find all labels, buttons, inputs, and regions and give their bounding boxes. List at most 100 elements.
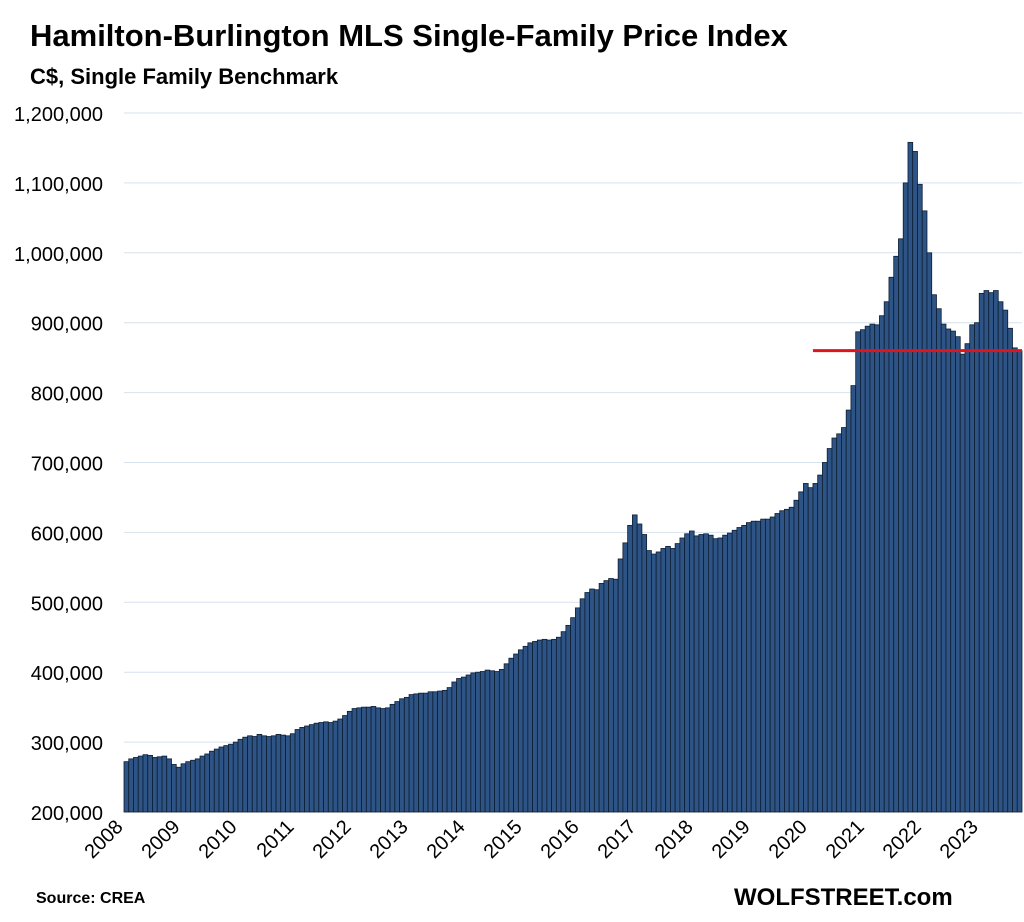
- bar: [746, 522, 752, 813]
- bar: [869, 323, 876, 813]
- bar: [285, 735, 291, 813]
- x-tick-label: 2011: [253, 816, 299, 862]
- x-tick-label: 2019: [708, 816, 755, 863]
- y-tick-label: 900,000: [31, 314, 103, 336]
- bar: [427, 691, 434, 813]
- bar: [375, 707, 381, 813]
- bar: [670, 548, 676, 813]
- bar: [684, 533, 690, 813]
- bar: [731, 529, 738, 813]
- x-tick-label: 2013: [366, 816, 413, 863]
- bar: [546, 639, 553, 813]
- bar: [232, 741, 239, 813]
- bar: [460, 676, 467, 813]
- bar: [950, 330, 956, 813]
- x-tick-label: 2021: [822, 816, 869, 863]
- bar: [874, 324, 880, 813]
- bar: [779, 510, 785, 813]
- bar: [280, 734, 286, 813]
- bar: [522, 645, 529, 813]
- bar: [622, 542, 629, 813]
- bar: [579, 598, 586, 813]
- bar: [342, 715, 348, 813]
- bar-series: [123, 141, 1023, 813]
- bar: [803, 483, 809, 813]
- bar: [270, 735, 277, 813]
- bar: [812, 483, 819, 813]
- chart-subtitle: C$, Single Family Benchmark: [30, 64, 339, 89]
- bar: [584, 592, 591, 813]
- bar: [185, 761, 191, 813]
- bar: [413, 693, 419, 813]
- bar: [689, 530, 695, 813]
- bar: [337, 718, 343, 813]
- bar: [727, 532, 733, 813]
- bar: [318, 722, 324, 813]
- bar: [175, 766, 182, 813]
- bar: [242, 736, 248, 813]
- bar: [983, 290, 990, 813]
- bar: [384, 707, 391, 813]
- bar: [190, 759, 196, 813]
- bar: [156, 756, 163, 813]
- y-tick-label: 1,200,000: [14, 104, 103, 126]
- bar: [646, 550, 652, 813]
- bar: [275, 734, 282, 813]
- bar: [365, 706, 372, 813]
- bar: [327, 722, 334, 813]
- x-tick-label: 2014: [423, 816, 470, 863]
- bar: [441, 689, 448, 813]
- bar: [161, 755, 168, 813]
- bar: [456, 678, 462, 813]
- bar: [147, 754, 153, 813]
- bar: [1002, 309, 1009, 813]
- bar: [446, 687, 453, 813]
- x-tick-label: 2015: [480, 816, 527, 863]
- y-axis-ticks: 200,000 300,000 400,000 500,000 600,000 700,0…: [14, 104, 103, 825]
- bar: [194, 758, 201, 813]
- bar: [261, 735, 267, 813]
- bar: [213, 748, 220, 813]
- source-note: Source: CREA: [36, 890, 146, 907]
- bar: [551, 638, 557, 813]
- bar: [494, 671, 500, 813]
- bar: [712, 538, 719, 813]
- y-tick-label: 1,000,000: [14, 244, 103, 266]
- bar: [418, 692, 424, 813]
- bar: [769, 516, 776, 813]
- bar: [370, 706, 377, 813]
- bar: [380, 708, 386, 813]
- bar: [864, 325, 871, 813]
- bar: [969, 324, 975, 813]
- bar: [855, 331, 861, 813]
- bar: [641, 534, 648, 813]
- bar: [223, 745, 229, 813]
- bar: [860, 329, 866, 813]
- bar: [536, 639, 543, 813]
- bar: [128, 758, 134, 813]
- bar: [266, 736, 272, 813]
- bar: [403, 696, 410, 813]
- y-tick-label: 200,000: [31, 803, 103, 825]
- bar: [256, 734, 263, 813]
- bar: [437, 690, 443, 813]
- x-tick-label: 2016: [537, 816, 584, 863]
- bar: [660, 548, 667, 813]
- bar: [917, 183, 923, 813]
- x-tick-label: 2023: [936, 816, 983, 863]
- bar: [974, 322, 980, 813]
- bar: [209, 750, 215, 813]
- bar: [627, 525, 633, 813]
- bar: [883, 301, 890, 813]
- bar: [964, 343, 971, 813]
- bar: [831, 437, 838, 813]
- bar: [945, 328, 952, 813]
- bar: [152, 757, 158, 813]
- bar: [655, 551, 662, 813]
- bar: [603, 580, 610, 813]
- bar: [822, 462, 828, 813]
- bar: [299, 727, 305, 813]
- bar: [503, 663, 510, 813]
- x-tick-label: 2010: [195, 816, 242, 863]
- x-tick-label: 2009: [138, 816, 185, 863]
